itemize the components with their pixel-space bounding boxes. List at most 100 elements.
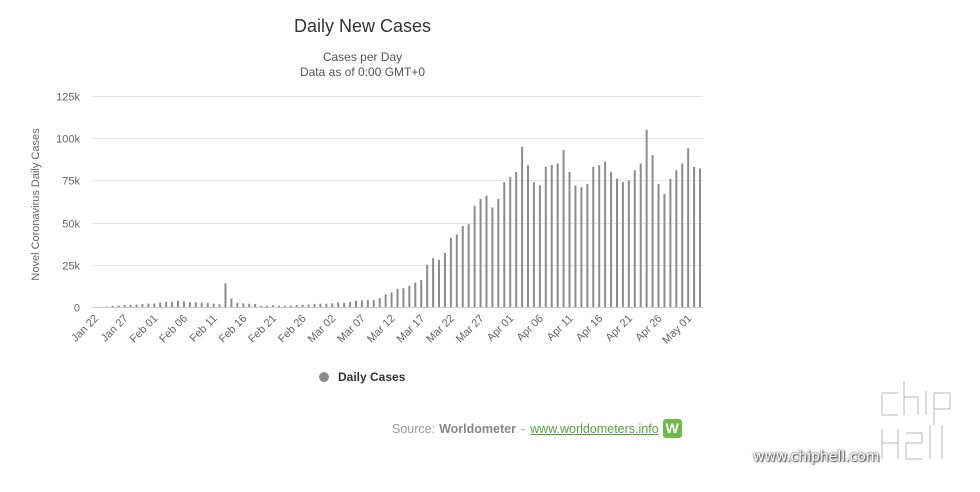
bar[interactable] bbox=[384, 294, 387, 307]
bar[interactable] bbox=[111, 305, 114, 307]
bar[interactable] bbox=[479, 198, 482, 307]
bar[interactable] bbox=[485, 195, 488, 307]
bar[interactable] bbox=[242, 303, 245, 307]
bar[interactable] bbox=[538, 185, 541, 307]
bar[interactable] bbox=[194, 302, 197, 307]
bar[interactable] bbox=[497, 198, 500, 307]
bar[interactable] bbox=[337, 302, 340, 307]
bar[interactable] bbox=[426, 264, 429, 307]
bar[interactable] bbox=[414, 282, 417, 307]
bar[interactable] bbox=[301, 304, 304, 307]
bar[interactable] bbox=[449, 237, 452, 307]
bar[interactable] bbox=[515, 171, 518, 307]
bar[interactable] bbox=[532, 182, 535, 307]
bar[interactable] bbox=[206, 302, 209, 307]
bar[interactable] bbox=[432, 258, 435, 307]
bar[interactable] bbox=[378, 298, 381, 307]
bar[interactable] bbox=[331, 303, 334, 307]
bar[interactable] bbox=[283, 305, 286, 307]
bar[interactable] bbox=[461, 225, 464, 307]
bar[interactable] bbox=[117, 305, 120, 307]
bar[interactable] bbox=[354, 300, 357, 307]
bar[interactable] bbox=[165, 301, 168, 307]
bar[interactable] bbox=[693, 166, 696, 307]
bar[interactable] bbox=[360, 300, 363, 307]
bar[interactable] bbox=[218, 304, 221, 307]
bar[interactable] bbox=[123, 305, 126, 307]
bar[interactable] bbox=[224, 283, 227, 307]
bar[interactable] bbox=[188, 302, 191, 307]
bar[interactable] bbox=[467, 224, 470, 307]
bar[interactable] bbox=[568, 171, 571, 307]
bar[interactable] bbox=[503, 182, 506, 307]
bar[interactable] bbox=[135, 304, 138, 307]
bar[interactable] bbox=[236, 302, 239, 307]
bar[interactable] bbox=[669, 178, 672, 307]
bar[interactable] bbox=[455, 234, 458, 307]
bar[interactable] bbox=[313, 304, 316, 307]
bar[interactable] bbox=[443, 252, 446, 307]
bar[interactable] bbox=[675, 170, 678, 307]
bar[interactable] bbox=[254, 303, 257, 307]
bar[interactable] bbox=[556, 163, 559, 307]
bar[interactable] bbox=[260, 305, 263, 307]
bar[interactable] bbox=[639, 163, 642, 307]
bar[interactable] bbox=[105, 306, 108, 307]
bar[interactable] bbox=[687, 148, 690, 307]
bar[interactable] bbox=[129, 304, 132, 307]
bar[interactable] bbox=[153, 303, 156, 307]
bar[interactable] bbox=[230, 298, 233, 307]
bar[interactable] bbox=[289, 305, 292, 307]
bar[interactable] bbox=[699, 168, 702, 307]
bar[interactable] bbox=[586, 183, 589, 307]
bar[interactable] bbox=[663, 193, 666, 307]
bar[interactable] bbox=[277, 305, 280, 307]
legend-item[interactable]: Daily Cases bbox=[319, 370, 405, 384]
bar[interactable] bbox=[408, 285, 411, 307]
bar[interactable] bbox=[271, 305, 274, 307]
bar[interactable] bbox=[657, 183, 660, 307]
bar[interactable] bbox=[343, 302, 346, 307]
bar[interactable] bbox=[177, 300, 180, 307]
bar[interactable] bbox=[390, 292, 393, 307]
bar[interactable] bbox=[171, 301, 174, 307]
bar[interactable] bbox=[473, 205, 476, 307]
bar[interactable] bbox=[521, 146, 524, 307]
bar[interactable] bbox=[141, 304, 144, 307]
bar[interactable] bbox=[544, 166, 547, 307]
bar[interactable] bbox=[200, 302, 203, 307]
bar[interactable] bbox=[248, 303, 251, 307]
bar[interactable] bbox=[147, 303, 150, 307]
bar[interactable] bbox=[592, 166, 595, 307]
bar[interactable] bbox=[580, 187, 583, 307]
bar[interactable] bbox=[610, 171, 613, 307]
bar[interactable] bbox=[372, 299, 375, 307]
bar[interactable] bbox=[645, 129, 648, 307]
bar[interactable] bbox=[574, 185, 577, 307]
bar[interactable] bbox=[562, 150, 565, 307]
bar[interactable] bbox=[349, 301, 352, 307]
bar[interactable] bbox=[509, 177, 512, 307]
bar[interactable] bbox=[491, 207, 494, 307]
bar[interactable] bbox=[159, 302, 162, 307]
bar[interactable] bbox=[627, 180, 630, 307]
bar[interactable] bbox=[550, 165, 553, 307]
bar[interactable] bbox=[325, 303, 328, 307]
bar[interactable] bbox=[295, 305, 298, 307]
bar[interactable] bbox=[182, 301, 185, 307]
bar[interactable] bbox=[266, 305, 268, 307]
source-link[interactable]: www.worldometers.info bbox=[530, 421, 659, 436]
bar[interactable] bbox=[402, 288, 405, 307]
bar[interactable] bbox=[396, 288, 399, 307]
bar[interactable] bbox=[598, 165, 601, 307]
bar[interactable] bbox=[319, 303, 322, 307]
bar[interactable] bbox=[212, 303, 215, 307]
bar[interactable] bbox=[307, 304, 310, 307]
bar[interactable] bbox=[621, 182, 624, 307]
bar[interactable] bbox=[633, 170, 636, 307]
bar[interactable] bbox=[366, 300, 369, 307]
bar[interactable] bbox=[681, 163, 684, 307]
bar[interactable] bbox=[527, 165, 529, 307]
bar[interactable] bbox=[651, 155, 654, 307]
bar[interactable] bbox=[438, 259, 441, 307]
